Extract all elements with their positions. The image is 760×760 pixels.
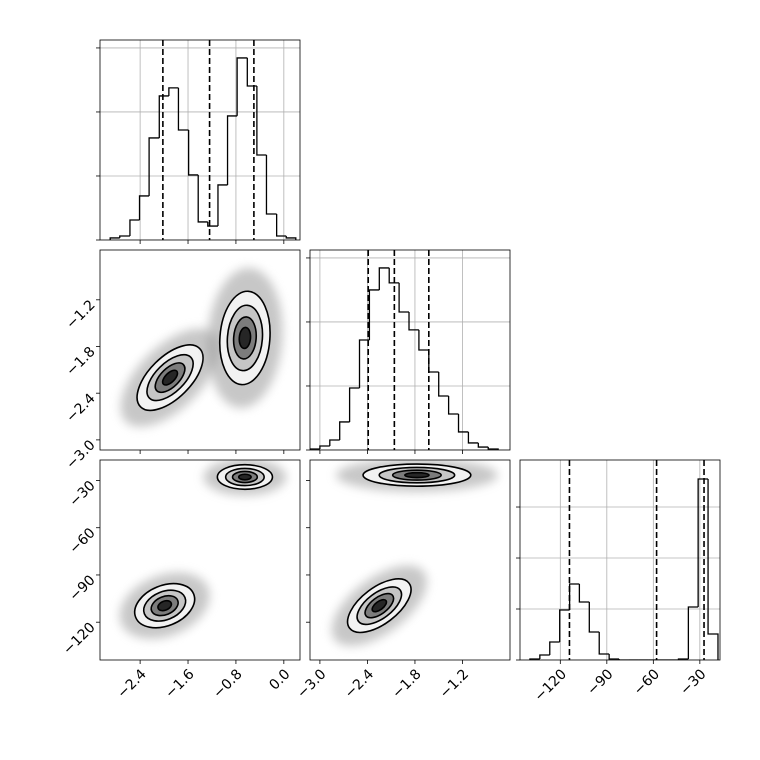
histogram-step — [578, 584, 590, 603]
panel-frame — [309, 459, 511, 661]
histogram-step — [438, 372, 449, 397]
histogram-step — [177, 87, 189, 131]
plot-area — [120, 267, 283, 427]
panel-frame — [519, 459, 721, 661]
histogram-step — [368, 289, 380, 341]
contour-level — [238, 326, 252, 350]
y-tick-label: −60 — [66, 525, 98, 557]
histogram-step — [158, 95, 169, 138]
panel: −120 −90 −60 −30 — [516, 459, 721, 705]
y-tick-label: −1.8 — [63, 344, 98, 379]
histogram-step — [148, 137, 160, 196]
histogram-step — [310, 448, 320, 450]
histogram-step — [707, 479, 719, 660]
histogram-step — [378, 267, 390, 290]
x-tick-label: −0.8 — [210, 666, 245, 701]
histogram-step — [559, 609, 570, 642]
plot-area — [119, 460, 287, 639]
histogram-step — [398, 282, 410, 313]
contour-level — [237, 473, 252, 481]
histogram-step — [138, 195, 150, 221]
histogram-step — [457, 414, 469, 433]
y-tick-label: −90 — [66, 572, 98, 604]
panel-frame — [309, 249, 511, 451]
histogram-step — [109, 237, 120, 240]
panel — [96, 39, 301, 244]
plot-area — [310, 250, 510, 450]
histogram-step — [408, 311, 419, 331]
histogram-step — [236, 57, 248, 116]
histogram-step — [319, 445, 330, 449]
y-tick-label: −30 — [66, 478, 98, 510]
x-tick-label: −1.8 — [389, 666, 424, 701]
histogram-step — [618, 658, 629, 660]
histogram-step — [539, 654, 550, 659]
histogram-step — [187, 130, 199, 176]
histogram-step — [418, 329, 429, 351]
contour-level — [157, 599, 173, 612]
x-tick-label: −3.0 — [294, 666, 329, 701]
histogram-step — [285, 236, 297, 240]
y-tick-label: −2.4 — [63, 390, 98, 425]
histogram-step — [447, 395, 459, 415]
histogram-step — [129, 219, 140, 237]
histogram-step — [207, 221, 218, 227]
x-tick-label: −90 — [584, 666, 616, 698]
y-tick-label: −3.0 — [63, 437, 98, 472]
histogram-step — [549, 641, 560, 656]
x-tick-label: 0.0 — [266, 666, 293, 693]
panel: −1.2 −1.8 −2.4 −3.0 — [63, 249, 301, 473]
histogram-step — [197, 174, 208, 223]
histogram-step — [256, 85, 267, 156]
x-tick-label: −2.4 — [342, 666, 377, 701]
x-tick-label: −30 — [677, 666, 709, 698]
histogram-step — [608, 653, 620, 660]
y-tick-label: −120 — [60, 620, 99, 659]
x-tick-label: −2.4 — [114, 666, 149, 701]
contour-level — [161, 369, 179, 386]
histogram-step — [477, 442, 489, 448]
plot-area — [520, 460, 720, 660]
histogram-step — [275, 214, 287, 237]
x-tick-label: −60 — [631, 666, 663, 698]
panel-frame — [99, 459, 301, 661]
histogram-step — [388, 267, 400, 284]
histogram-step — [226, 115, 238, 185]
histogram-step — [487, 447, 499, 450]
histogram-step — [217, 184, 228, 227]
panel — [306, 249, 511, 454]
histogram-step — [119, 235, 130, 238]
plot-area — [100, 40, 300, 240]
contour-level — [404, 471, 430, 479]
histogram-step — [329, 439, 340, 447]
histogram-step — [339, 421, 350, 441]
histogram-step — [246, 57, 257, 87]
histogram-step — [687, 606, 699, 659]
histogram-step — [598, 632, 610, 655]
histogram-step — [348, 387, 360, 422]
histogram-step — [428, 350, 439, 373]
histogram-step — [168, 87, 179, 96]
histogram-step — [265, 154, 277, 215]
x-tick-label: −120 — [531, 666, 570, 705]
x-tick-label: −1.6 — [162, 666, 197, 701]
panel: −2.4 −1.6 −0.8 0.0 −30 −60 −90 −120 — [60, 459, 301, 702]
panel: −3.0 −2.4 −1.8 −1.2 — [294, 459, 511, 702]
histogram-step — [588, 602, 600, 633]
plot-area — [331, 460, 498, 646]
panel-frame — [99, 39, 301, 241]
contour-level — [371, 598, 388, 613]
histogram-step — [358, 339, 370, 389]
histogram-step — [568, 583, 580, 611]
panel-frame — [99, 249, 301, 451]
histogram-step — [467, 431, 479, 444]
x-tick-label: −1.2 — [437, 666, 472, 701]
y-tick-label: −1.2 — [63, 297, 98, 332]
